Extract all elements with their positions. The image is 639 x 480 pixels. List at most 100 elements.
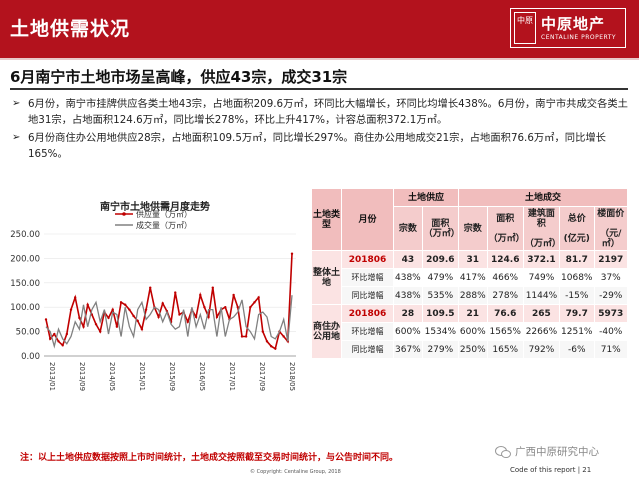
supply-point: [157, 315, 160, 319]
supply-point: [174, 291, 177, 294]
table-cell: 479%: [421, 268, 459, 287]
table-cell: 43: [393, 250, 423, 269]
supply-point: [111, 308, 114, 311]
supply-point: [86, 303, 89, 306]
y-tick-label: 50.00: [16, 328, 40, 338]
wechat-watermark: 广西中原研究中心: [495, 444, 599, 459]
table-cell: -29%: [593, 286, 628, 305]
col-header-type: 土地类型: [311, 188, 342, 251]
y-tick-label: 250.00: [10, 230, 40, 240]
table-cell: 1534%: [421, 322, 459, 341]
supply-point: [253, 301, 256, 304]
table-cell: 600%: [457, 322, 488, 341]
table-row: 商住办公用地 201806 28 109.5 21 76.6 265 79.7 5973: [311, 304, 628, 359]
supply-point: [132, 314, 135, 318]
supply-point: [236, 306, 239, 309]
x-tick-label: 2016/05: [198, 362, 206, 391]
table-cell: 600%: [393, 322, 423, 341]
supply-point: [140, 327, 144, 331]
table-cell: 209.6: [421, 250, 459, 269]
supply-point: [203, 306, 206, 309]
table-cell: -15%: [559, 286, 595, 305]
group-label-commercial: 商住办公用地: [311, 304, 342, 359]
table-cell: 28: [393, 304, 423, 323]
x-tick-label: 2018/05: [288, 362, 296, 391]
x-tick-label: 2013/09: [78, 362, 86, 391]
col-header-supply-area: 面积 （万㎡）: [421, 206, 460, 251]
x-tick-label: 2017/01: [228, 362, 236, 391]
summary-bullets: 6月份，南宁市挂牌供应各类土地43宗，占地面积209.6万㎡，环同比大幅增长，环…: [12, 96, 630, 164]
table-cell: 76.6: [486, 304, 524, 323]
supply-point: [178, 313, 181, 316]
supply-point: [99, 330, 102, 333]
supply-point: [128, 308, 131, 311]
table-cell: 372.1: [522, 250, 561, 269]
centaline-logo: 中原 中原地产 CENTALINE PROPERTY: [510, 8, 626, 48]
table-cell: 466%: [486, 268, 524, 287]
legend-label: 成交量（万㎡）: [136, 220, 192, 230]
y-tick-label: 0.00: [21, 352, 40, 362]
x-tick-label: 2013/01: [48, 362, 56, 391]
deal-series-line: [45, 295, 293, 349]
table-cell: 1144%: [522, 286, 561, 305]
table-cell: 265: [522, 304, 561, 323]
table-cell: 438%: [393, 286, 423, 305]
table-cell: -6%: [559, 340, 595, 359]
x-tick-label: 2015/09: [168, 362, 176, 391]
supply-point: [65, 332, 69, 336]
table-cell: 21: [457, 304, 488, 323]
land-stats-table: 土地类型 月份 土地供应 土地成交 宗数 面积 （万㎡） 宗数 面积 （万㎡） 建筑…: [311, 188, 629, 359]
row-month: 同比增幅: [341, 286, 394, 305]
table-cell: 165%: [486, 340, 524, 359]
chart-title: 南宁市土地供需月度走势: [100, 202, 210, 213]
col-header-month: 月份: [341, 188, 394, 251]
supply-point: [48, 337, 52, 341]
table-row: 同比增幅 367% 279% 250% 165% 792% -6% 71%: [312, 340, 628, 359]
row-month: 201806: [341, 250, 394, 269]
supply-point: [261, 330, 265, 333]
slide-title: 土地供需状况: [10, 18, 131, 40]
supply-point: [269, 345, 273, 348]
supply-point: [186, 320, 189, 324]
table-cell: 109.5: [421, 304, 459, 323]
logo-english: CENTALINE PROPERTY: [541, 34, 617, 41]
col-header-total: 总价 (亿元): [559, 206, 595, 251]
copyright: © Copyright: Centaline Group, 2018: [250, 469, 341, 475]
supply-point: [211, 286, 214, 289]
supply-point: [94, 323, 98, 326]
table-row: 环比增幅 600% 1534% 600% 1565% 2266% 1251% -40%: [312, 322, 628, 341]
supply-point: [282, 335, 285, 338]
supply-point: [44, 318, 48, 321]
col-header-deal-count: 宗数: [457, 206, 488, 251]
supply-point: [207, 315, 210, 319]
supply-point: [119, 301, 123, 304]
supply-point: [244, 335, 248, 338]
supply-point: [215, 315, 219, 319]
row-month: 环比增幅: [341, 322, 394, 341]
page-subtitle: 6月南宁市土地市场呈高峰，供应43宗，成交31宗: [10, 68, 348, 86]
supply-point: [136, 319, 139, 323]
row-month: 同比增幅: [341, 340, 394, 359]
table-cell: 81.7: [559, 250, 595, 269]
supply-demand-line-chart: 0.00 50.00 100.00 150.00 200.00 250.00 2013/01…: [10, 210, 296, 391]
x-tick-label: 2014/05: [108, 362, 116, 391]
supply-point: [124, 303, 127, 306]
supply-point: [257, 296, 260, 299]
table-cell: 535%: [421, 286, 459, 305]
supply-point: [249, 306, 252, 309]
legend-marker: [122, 212, 126, 216]
bullet-item: 6月份商住办公用地供应28宗，占地面积109.5万㎡，同比增长297%。商住办公…: [12, 130, 630, 162]
supply-point: [144, 308, 148, 311]
table-row: 环比增幅 438% 479% 417% 466% 749% 1068% 37%: [312, 268, 628, 287]
table-cell: 1251%: [559, 322, 595, 341]
legend-label: 供应量（万㎡）: [136, 210, 192, 219]
header-underline: [0, 58, 639, 60]
table-cell: 367%: [393, 340, 423, 359]
group-label-total: 整体土地: [311, 250, 342, 305]
supply-point: [82, 325, 85, 328]
footnote: 注：以上土地供应数据按照上市时间统计，土地成交按照截至交易时间统计，与公告时间不…: [20, 453, 399, 463]
wechat-icon: [495, 445, 511, 458]
x-tick-label: 2017/09: [258, 362, 266, 391]
table-cell: 288%: [457, 286, 488, 305]
table-cell: 2266%: [522, 322, 561, 341]
